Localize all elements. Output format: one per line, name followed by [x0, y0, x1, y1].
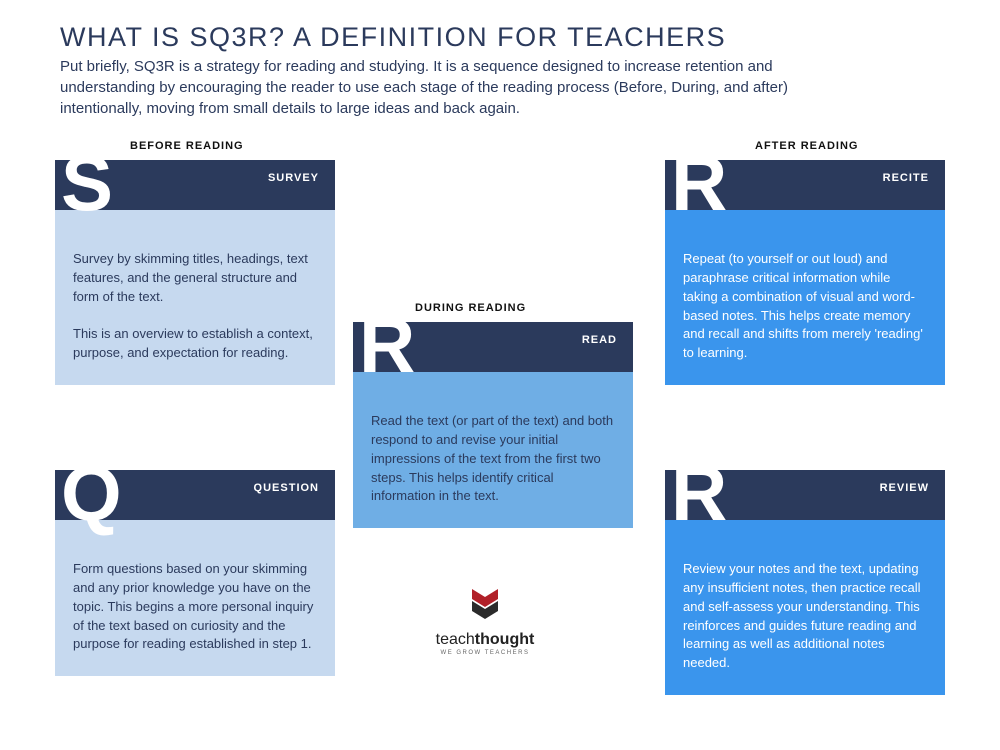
- card-read: READ R Read the text (or part of the tex…: [353, 322, 633, 528]
- card-recite-letter: R: [671, 144, 727, 222]
- page-title: WHAT IS SQ3R? A DEFINITION FOR TEACHERS: [60, 22, 726, 53]
- card-survey-label: SURVEY: [268, 172, 319, 184]
- stage-label-before: BEFORE READING: [130, 140, 244, 152]
- card-question: QUESTION Q Form questions based on your …: [55, 470, 335, 676]
- card-read-letter: R: [359, 306, 415, 384]
- card-recite-header: RECITE R: [665, 160, 945, 210]
- card-recite: RECITE R Repeat (to yourself or out loud…: [665, 160, 945, 385]
- card-read-body: Read the text (or part of the text) and …: [353, 372, 633, 528]
- card-review: REVIEW R Review your notes and the text,…: [665, 470, 945, 695]
- card-question-header: QUESTION Q: [55, 470, 335, 520]
- logo-text-2: thought: [475, 631, 535, 648]
- logo-mark-icon: [462, 585, 508, 625]
- card-question-body: Form questions based on your skimming an…: [55, 520, 335, 676]
- logo-text-1: teach: [436, 631, 475, 648]
- card-review-label: REVIEW: [880, 482, 929, 494]
- intro-paragraph: Put briefly, SQ3R is a strategy for read…: [60, 56, 820, 119]
- stage-label-during: DURING READING: [415, 302, 526, 314]
- card-recite-label: RECITE: [883, 172, 929, 184]
- card-recite-body: Repeat (to yourself or out loud) and par…: [665, 210, 945, 385]
- logo-tagline: WE GROW TEACHERS: [415, 650, 555, 656]
- card-review-letter: R: [671, 454, 727, 532]
- card-question-label: QUESTION: [254, 482, 319, 494]
- card-survey-body: Survey by skimming titles, headings, tex…: [55, 210, 335, 385]
- card-survey-header: SURVEY S: [55, 160, 335, 210]
- stage-label-after: AFTER READING: [755, 140, 858, 152]
- card-survey-letter: S: [61, 144, 113, 222]
- brand-logo: teachthought WE GROW TEACHERS: [415, 585, 555, 656]
- card-question-letter: Q: [61, 454, 122, 532]
- logo-text: teachthought: [415, 631, 555, 649]
- card-read-label: READ: [582, 334, 617, 346]
- card-review-body: Review your notes and the text, updating…: [665, 520, 945, 695]
- card-survey: SURVEY S Survey by skimming titles, head…: [55, 160, 335, 385]
- card-review-header: REVIEW R: [665, 470, 945, 520]
- card-read-header: READ R: [353, 322, 633, 372]
